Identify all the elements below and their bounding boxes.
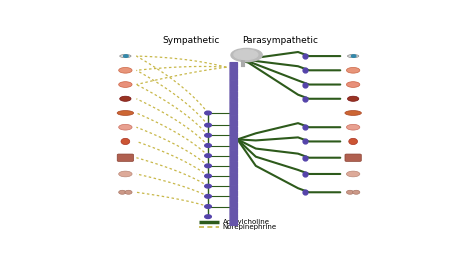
FancyBboxPatch shape <box>230 203 237 208</box>
Text: Acetylcholine: Acetylcholine <box>223 219 270 225</box>
Ellipse shape <box>349 138 357 145</box>
FancyBboxPatch shape <box>230 179 237 185</box>
Ellipse shape <box>346 68 360 73</box>
Ellipse shape <box>346 171 360 177</box>
FancyBboxPatch shape <box>230 162 237 167</box>
Circle shape <box>205 215 211 219</box>
Circle shape <box>205 184 211 188</box>
Ellipse shape <box>118 82 132 87</box>
FancyBboxPatch shape <box>230 173 237 179</box>
Text: Sympathetic: Sympathetic <box>163 36 220 45</box>
FancyBboxPatch shape <box>345 154 361 161</box>
Circle shape <box>118 190 126 194</box>
FancyBboxPatch shape <box>230 168 237 173</box>
Circle shape <box>205 174 211 178</box>
Circle shape <box>124 55 128 57</box>
FancyBboxPatch shape <box>230 121 237 126</box>
Ellipse shape <box>347 96 359 101</box>
Ellipse shape <box>120 54 131 58</box>
FancyBboxPatch shape <box>230 144 237 149</box>
Text: Norepinephrine: Norepinephrine <box>223 224 277 230</box>
Ellipse shape <box>234 50 258 59</box>
FancyBboxPatch shape <box>230 68 237 74</box>
Ellipse shape <box>118 68 132 73</box>
FancyBboxPatch shape <box>230 150 237 155</box>
Ellipse shape <box>345 111 361 115</box>
FancyBboxPatch shape <box>230 74 237 79</box>
FancyBboxPatch shape <box>230 127 237 132</box>
FancyBboxPatch shape <box>230 209 237 214</box>
FancyBboxPatch shape <box>230 115 237 120</box>
Circle shape <box>351 55 356 57</box>
Ellipse shape <box>231 49 262 62</box>
Circle shape <box>353 190 360 194</box>
FancyBboxPatch shape <box>230 98 237 103</box>
Ellipse shape <box>121 138 130 145</box>
FancyBboxPatch shape <box>230 191 237 196</box>
FancyBboxPatch shape <box>230 214 237 220</box>
FancyBboxPatch shape <box>230 109 237 115</box>
FancyBboxPatch shape <box>117 154 134 161</box>
Circle shape <box>205 205 211 208</box>
Circle shape <box>346 190 354 194</box>
Circle shape <box>205 154 211 158</box>
FancyBboxPatch shape <box>230 197 237 202</box>
FancyBboxPatch shape <box>230 80 237 85</box>
Ellipse shape <box>347 54 359 58</box>
Circle shape <box>205 123 211 127</box>
Ellipse shape <box>120 96 131 101</box>
FancyBboxPatch shape <box>230 86 237 91</box>
Ellipse shape <box>346 124 360 130</box>
FancyBboxPatch shape <box>230 139 237 144</box>
Circle shape <box>125 190 132 194</box>
Circle shape <box>205 195 211 198</box>
Ellipse shape <box>346 82 360 87</box>
Text: Parasympathetic: Parasympathetic <box>242 36 318 45</box>
FancyBboxPatch shape <box>230 103 237 109</box>
Circle shape <box>205 134 211 137</box>
FancyBboxPatch shape <box>230 92 237 97</box>
Ellipse shape <box>118 124 132 130</box>
Ellipse shape <box>117 111 134 115</box>
Circle shape <box>205 144 211 147</box>
Ellipse shape <box>118 171 132 177</box>
Circle shape <box>205 111 211 115</box>
FancyBboxPatch shape <box>230 133 237 138</box>
FancyBboxPatch shape <box>230 185 237 190</box>
FancyBboxPatch shape <box>230 220 237 225</box>
Circle shape <box>205 164 211 168</box>
FancyBboxPatch shape <box>230 156 237 161</box>
FancyBboxPatch shape <box>230 63 237 68</box>
